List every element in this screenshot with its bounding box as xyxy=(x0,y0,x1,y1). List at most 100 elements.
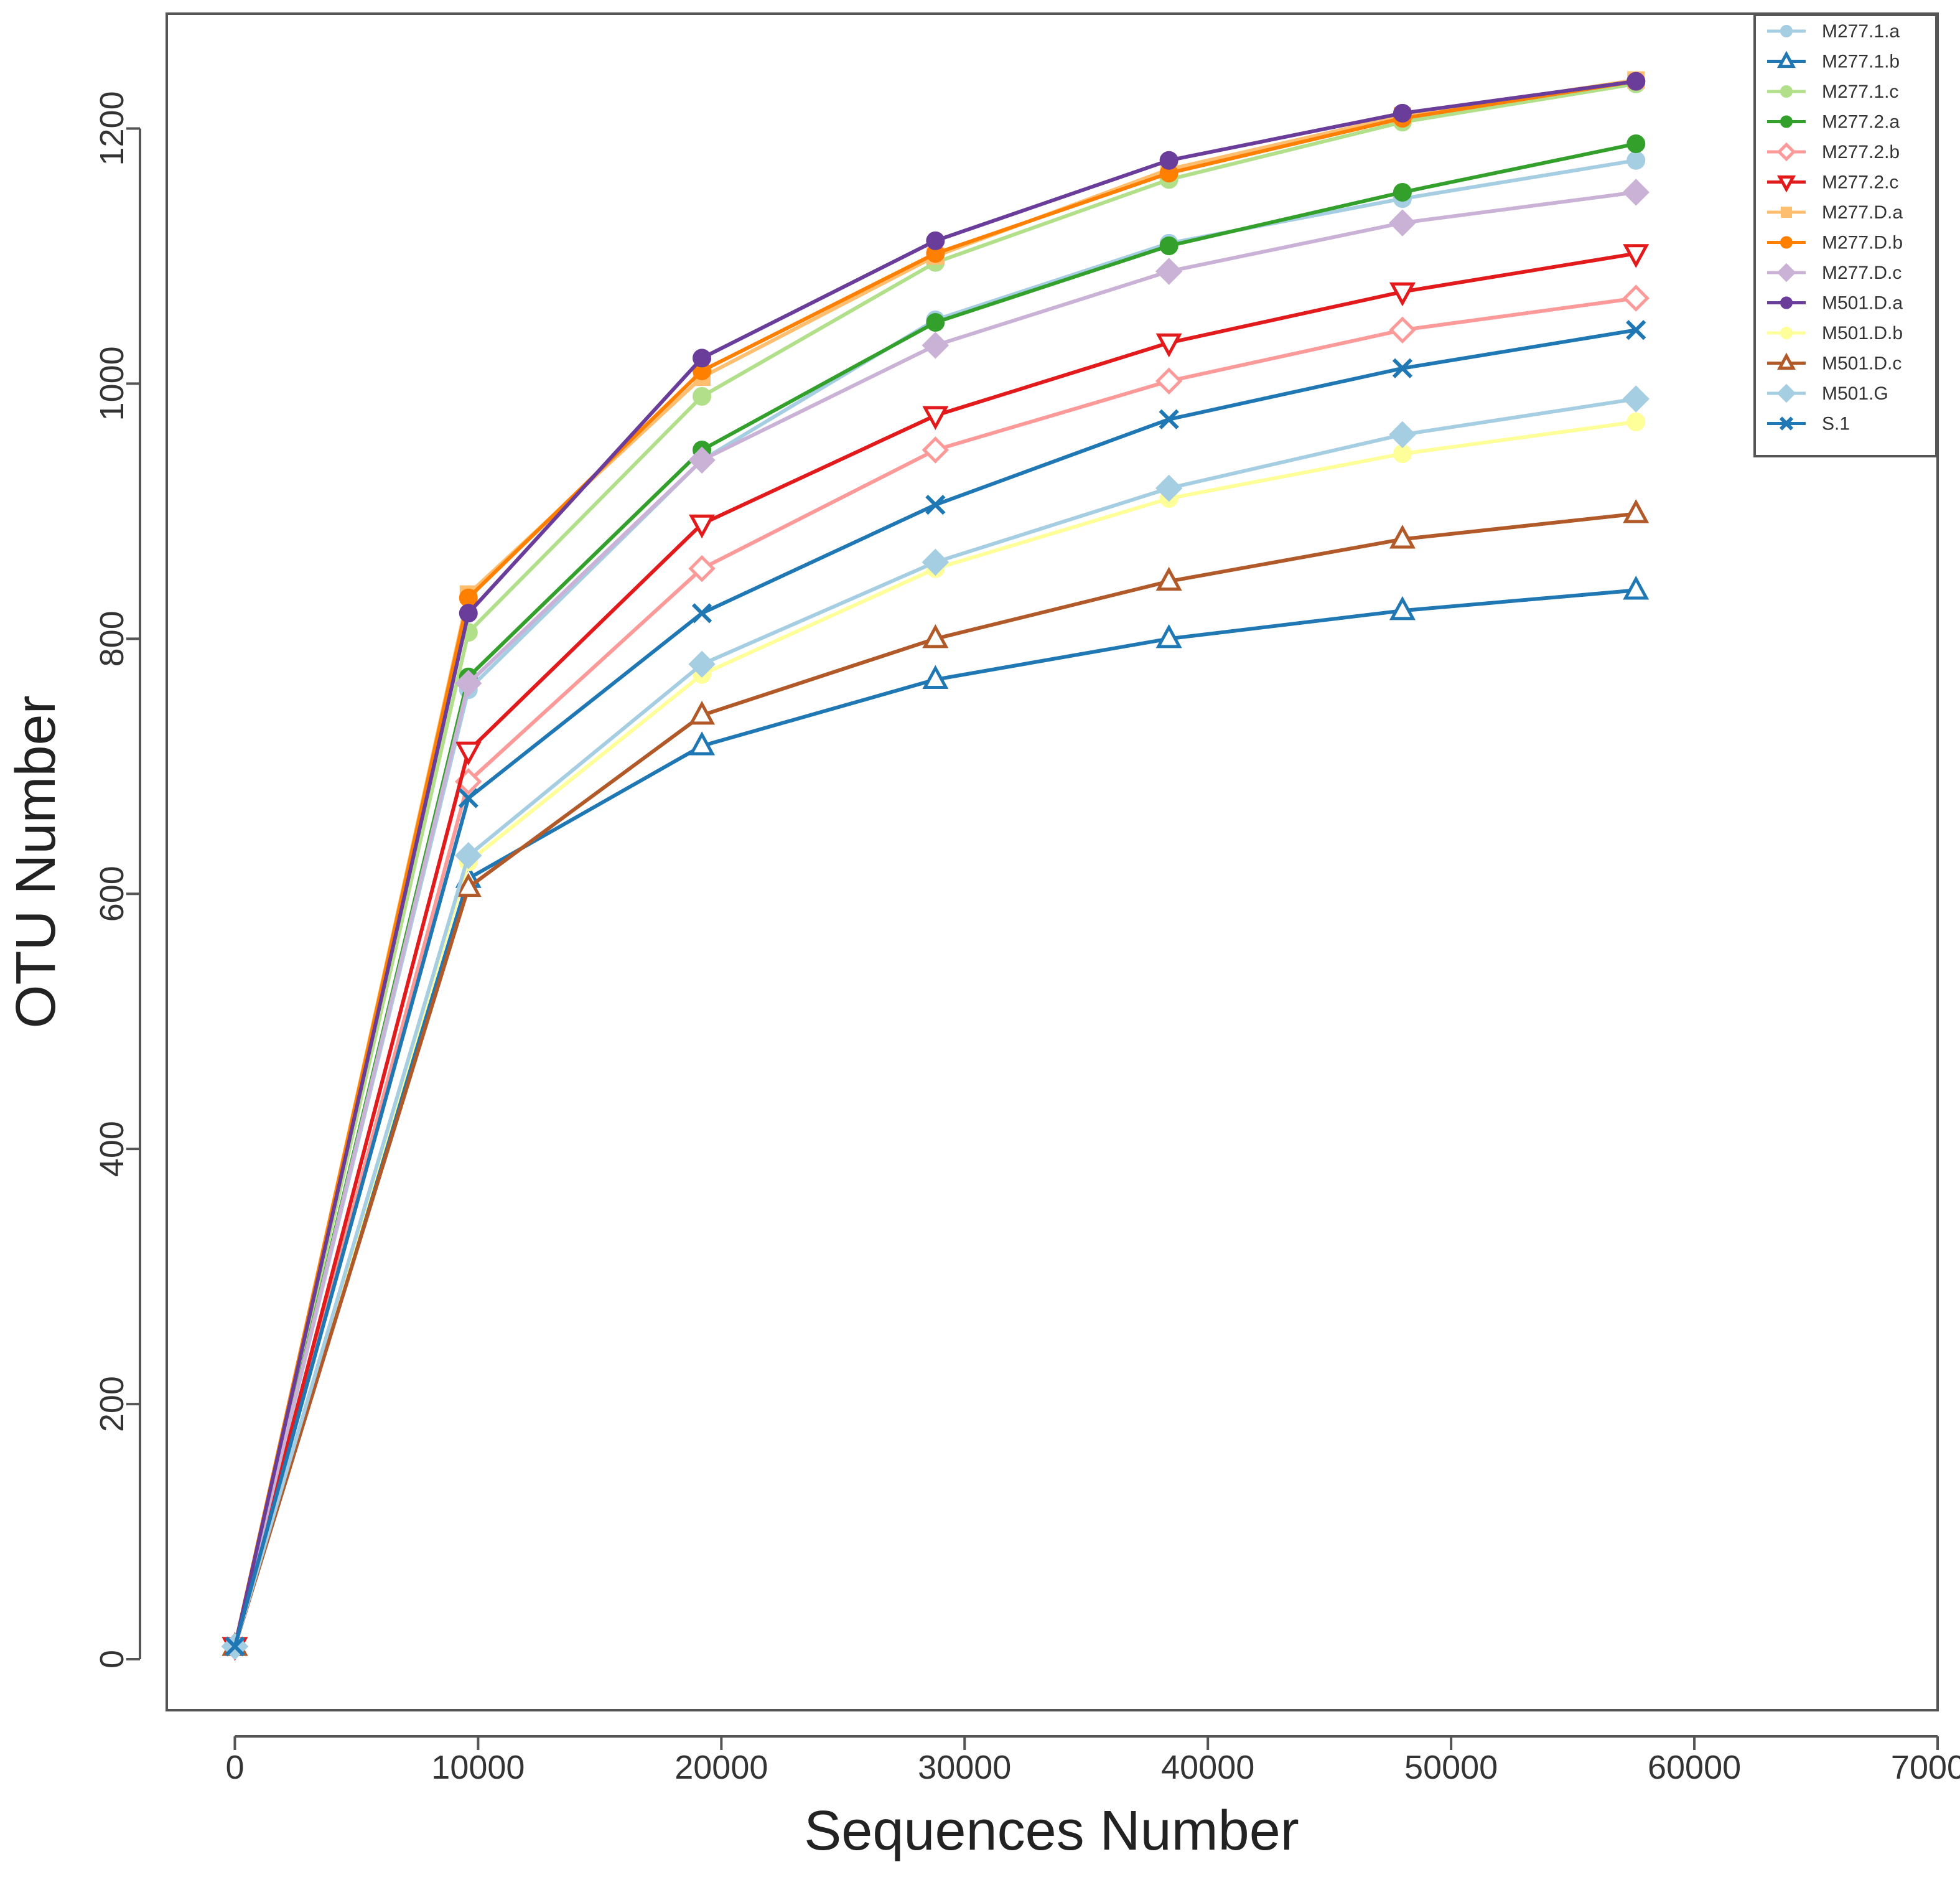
data-point xyxy=(1389,525,1416,549)
y-tick-label: 200 xyxy=(93,1376,131,1432)
legend-marker xyxy=(1780,25,1793,37)
legend-label: S.1 xyxy=(1822,414,1850,434)
data-point xyxy=(1389,596,1416,620)
legend-label: M277.D.a xyxy=(1822,202,1903,223)
data-point xyxy=(1155,474,1183,502)
legend-item: M277.D.c xyxy=(1767,263,1902,283)
legend-item: M277.2.b xyxy=(1767,142,1900,162)
data-point xyxy=(459,604,478,623)
data-point xyxy=(922,406,949,431)
data-point xyxy=(1389,282,1416,307)
data-point xyxy=(922,332,950,359)
legend-item: M501.G xyxy=(1767,383,1888,404)
legend-marker xyxy=(1776,175,1796,193)
x-tick-label: 0 xyxy=(225,1749,244,1786)
data-point xyxy=(1623,499,1650,523)
legend-label: M501.G xyxy=(1822,383,1888,404)
data-point xyxy=(1626,151,1646,170)
data-point xyxy=(922,436,950,464)
legend-marker xyxy=(1776,383,1796,403)
legend-label: M277.D.b xyxy=(1822,233,1903,253)
legend-item: M277.2.a xyxy=(1767,112,1900,133)
legend-item: M277.D.b xyxy=(1767,233,1903,253)
data-point xyxy=(1159,409,1179,429)
data-point xyxy=(926,231,945,250)
data-point xyxy=(458,788,478,808)
data-point xyxy=(925,494,946,515)
data-point xyxy=(1626,320,1646,340)
legend-item: M277.1.a xyxy=(1767,21,1900,42)
y-tick-label: 0 xyxy=(93,1650,131,1669)
legend-marker xyxy=(1780,296,1793,309)
legend-item: M501.D.a xyxy=(1767,293,1903,314)
data-point xyxy=(1623,576,1650,600)
x-axis-title: Sequences Number xyxy=(804,1800,1299,1862)
legend-label: M501.D.a xyxy=(1822,293,1903,314)
data-point xyxy=(1626,134,1646,154)
data-point xyxy=(688,446,716,474)
data-point xyxy=(1393,182,1412,202)
data-point xyxy=(1393,103,1412,123)
data-point xyxy=(1622,284,1650,312)
legend-label: M501.D.b xyxy=(1822,323,1903,344)
data-point xyxy=(1622,179,1650,206)
legend-label: M277.1.c xyxy=(1822,82,1898,102)
data-point xyxy=(1389,421,1416,449)
legend-marker xyxy=(1776,142,1796,162)
legend-marker xyxy=(1776,50,1796,68)
legend-marker xyxy=(1776,352,1796,370)
legend-label: M501.D.c xyxy=(1822,353,1902,374)
data-point xyxy=(1155,367,1183,395)
series-S.1 xyxy=(225,320,1646,1657)
legend-marker xyxy=(1781,207,1792,218)
y-tick-label: 800 xyxy=(93,611,131,667)
data-point xyxy=(455,842,482,869)
legend-marker xyxy=(1780,327,1793,339)
legend-item: M277.1.c xyxy=(1767,82,1898,102)
data-point xyxy=(689,700,716,725)
data-point xyxy=(1155,624,1182,648)
legend-item: M277.D.a xyxy=(1767,202,1903,223)
data-point xyxy=(922,665,949,690)
legend-marker xyxy=(1779,416,1794,431)
legend-label: M277.2.b xyxy=(1822,142,1900,162)
data-point xyxy=(455,873,482,897)
y-axis-title: OTU Number xyxy=(5,695,67,1028)
data-point xyxy=(1155,258,1183,285)
y-axis: 0 200 400 600 800 1000 1200 xyxy=(93,91,141,1669)
x-tick-label: 30000 xyxy=(918,1749,1011,1786)
x-tick-label: 40000 xyxy=(1161,1749,1254,1786)
data-point xyxy=(1392,358,1413,378)
legend-marker xyxy=(1780,236,1793,249)
data-point xyxy=(922,624,949,648)
legend-item: M501.D.c xyxy=(1767,352,1902,374)
data-point xyxy=(688,650,716,678)
x-tick-label: 20000 xyxy=(674,1749,768,1786)
y-tick-label: 1200 xyxy=(93,91,131,166)
data-point xyxy=(1155,333,1182,358)
legend-label: M277.2.a xyxy=(1822,112,1900,133)
legend: M277.1.a M277.1.b M277.1.c M277.2.a M277.2.b… xyxy=(1753,14,1938,457)
data-point xyxy=(1622,385,1650,413)
data-point xyxy=(1626,412,1646,431)
legend-label: M277.1.a xyxy=(1822,21,1900,42)
plot-frame xyxy=(166,12,1939,1711)
legend-item: M277.1.b xyxy=(1767,50,1900,72)
data-point xyxy=(688,555,716,583)
y-tick-label: 600 xyxy=(93,866,131,922)
legend-marker xyxy=(1776,263,1796,283)
data-point xyxy=(689,731,716,756)
data-point xyxy=(693,349,712,368)
data-point xyxy=(1623,244,1650,268)
legend-item: M501.D.b xyxy=(1767,323,1903,344)
data-point xyxy=(1626,72,1646,91)
legend-marker xyxy=(1780,115,1793,128)
data-point xyxy=(1159,151,1178,170)
data-point xyxy=(922,548,950,576)
legend-label: M277.2.c xyxy=(1822,172,1898,193)
data-point xyxy=(693,386,712,406)
y-tick-label: 400 xyxy=(93,1121,131,1177)
data-point xyxy=(689,514,716,539)
